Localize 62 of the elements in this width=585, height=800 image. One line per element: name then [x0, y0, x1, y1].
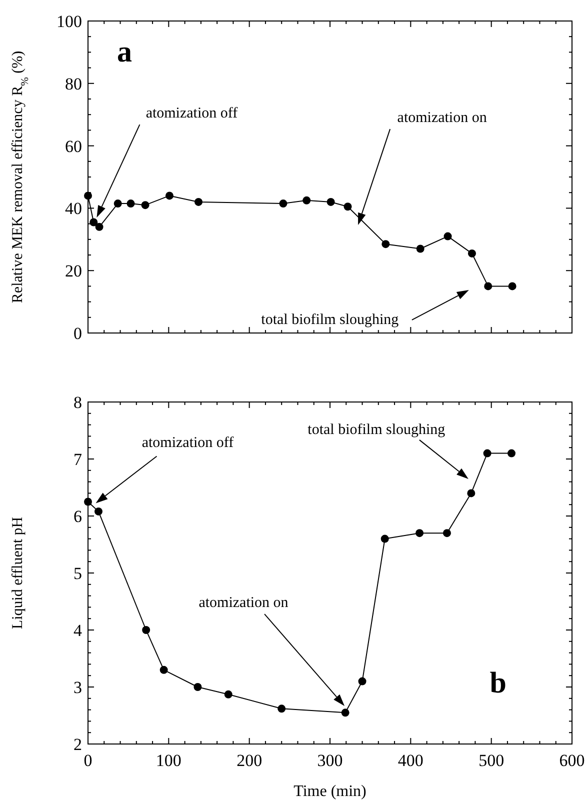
point — [142, 626, 150, 634]
annotation: total biofilm sloughing — [308, 422, 446, 438]
y-tick-label: 4 — [74, 620, 82, 640]
y-tick-label: 0 — [74, 324, 82, 343]
point — [380, 534, 389, 543]
point — [95, 222, 104, 231]
point — [302, 196, 311, 204]
point — [94, 507, 102, 516]
point — [114, 200, 122, 208]
y-tick-label: 80 — [65, 74, 82, 94]
x-tick-label: 100 — [156, 751, 182, 770]
annotation: atomization on — [198, 595, 289, 612]
text: a — [117, 36, 132, 69]
point — [467, 489, 476, 498]
point — [165, 192, 174, 200]
point — [483, 449, 492, 458]
annotation: atomization off — [146, 106, 238, 122]
point — [84, 498, 92, 506]
annotation: atomization on — [397, 110, 488, 126]
y-tick-label: 2 — [74, 734, 82, 754]
point — [416, 529, 424, 538]
y-tick-label: 5 — [74, 564, 82, 583]
y-tick-label: 20 — [65, 262, 82, 281]
y-tick-label: 7 — [74, 450, 82, 469]
x-tick-label: 300 — [317, 751, 343, 770]
x-tick-label: 400 — [398, 751, 424, 770]
point — [141, 201, 150, 210]
text: b — [490, 666, 506, 700]
point — [484, 282, 492, 290]
y-tick-label: 6 — [74, 506, 82, 526]
point — [416, 244, 424, 253]
point — [444, 232, 452, 240]
point — [442, 529, 451, 538]
y-tick-label: 100 — [56, 12, 82, 31]
point — [278, 704, 286, 713]
x-tick-label: 600 — [559, 751, 585, 770]
point — [382, 240, 390, 248]
point — [84, 192, 92, 200]
point — [508, 282, 516, 290]
point — [194, 683, 202, 691]
annotation: total biofilm sloughing — [261, 312, 400, 328]
point — [341, 708, 350, 717]
point — [90, 218, 98, 226]
annotation: atomization off — [142, 435, 234, 452]
x-tick-label: 200 — [236, 751, 262, 770]
point — [160, 666, 168, 674]
point — [508, 449, 516, 458]
y-axis-title: Liquid effluent pH — [10, 516, 26, 630]
x-tick-label: 500 — [478, 751, 504, 770]
point — [326, 198, 335, 206]
x-axis-title: Time (min) — [294, 783, 366, 800]
point — [344, 202, 352, 211]
point — [194, 198, 203, 206]
point — [126, 200, 135, 208]
point — [468, 249, 476, 258]
y-tick-label: 8 — [74, 392, 82, 412]
point — [279, 200, 288, 208]
y-tick-label: 60 — [65, 136, 82, 156]
y-tick-label: 40 — [65, 199, 82, 218]
y-tick-label: 3 — [74, 678, 82, 697]
point — [224, 690, 232, 698]
point — [358, 677, 366, 686]
